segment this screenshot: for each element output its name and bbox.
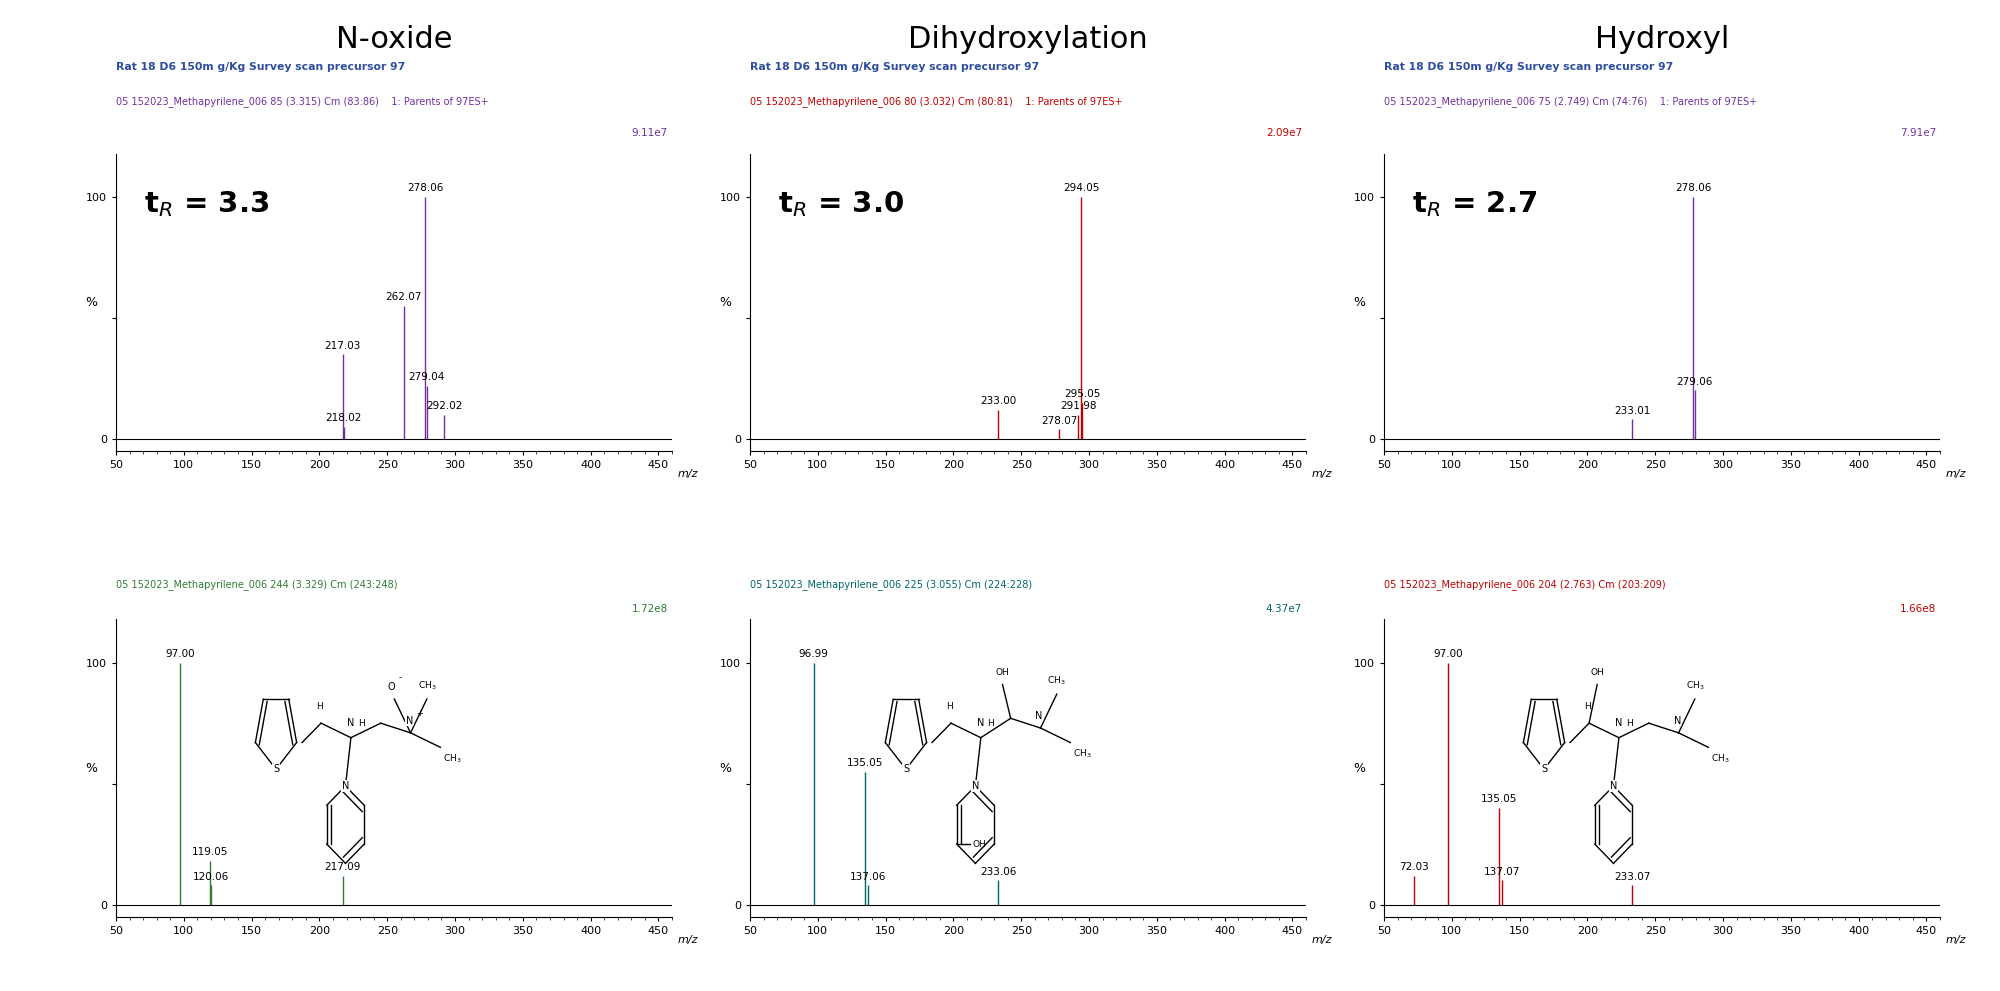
Text: OH: OH: [996, 668, 1010, 677]
Text: t$_R$ = 3.3: t$_R$ = 3.3: [144, 189, 268, 219]
Text: 1.72e8: 1.72e8: [632, 605, 668, 614]
Text: CH$_3$: CH$_3$: [1074, 747, 1092, 760]
Text: -: -: [398, 673, 402, 682]
Text: 217.03: 217.03: [324, 341, 360, 351]
Text: S: S: [1540, 764, 1548, 774]
Text: Rat 18 D6 150m g/Kg Survey scan precursor 97: Rat 18 D6 150m g/Kg Survey scan precurso…: [1384, 62, 1674, 72]
Text: 05 152023_Methapyrilene_006 80 (3.032) Cm (80:81)    1: Parents of 97ES+: 05 152023_Methapyrilene_006 80 (3.032) C…: [750, 96, 1122, 107]
Text: 278.07: 278.07: [1042, 415, 1078, 425]
Text: CH$_3$: CH$_3$: [1712, 752, 1730, 765]
Text: 135.05: 135.05: [848, 758, 884, 768]
Text: +: +: [416, 710, 422, 718]
Text: 279.06: 279.06: [1676, 377, 1712, 386]
Text: 233.00: 233.00: [980, 396, 1016, 406]
Text: 05 152023_Methapyrilene_006 85 (3.315) Cm (83:86)    1: Parents of 97ES+: 05 152023_Methapyrilene_006 85 (3.315) C…: [116, 96, 488, 107]
Text: N: N: [342, 781, 350, 791]
Text: N: N: [406, 716, 412, 725]
Text: m/z: m/z: [1312, 935, 1332, 944]
Text: N-oxide: N-oxide: [336, 25, 452, 54]
Text: m/z: m/z: [1312, 469, 1332, 479]
Text: 119.05: 119.05: [192, 847, 228, 857]
Y-axis label: %: %: [718, 761, 730, 775]
Text: 291.98: 291.98: [1060, 401, 1096, 411]
Text: t$_R$ = 2.7: t$_R$ = 2.7: [1412, 189, 1536, 219]
Y-axis label: %: %: [84, 761, 96, 775]
Text: 97.00: 97.00: [164, 649, 194, 659]
Text: 1.66e8: 1.66e8: [1900, 605, 1936, 614]
Text: O: O: [388, 682, 396, 692]
Text: 233.06: 233.06: [980, 867, 1016, 877]
Text: H: H: [946, 702, 954, 712]
Text: CH$_3$: CH$_3$: [418, 679, 436, 692]
Text: S: S: [902, 764, 910, 774]
Y-axis label: %: %: [1352, 761, 1364, 775]
Text: CH$_3$: CH$_3$: [1686, 679, 1704, 692]
Text: 2.09e7: 2.09e7: [1266, 128, 1302, 138]
Text: H: H: [358, 719, 364, 728]
Text: 05 152023_Methapyrilene_006 244 (3.329) Cm (243:248): 05 152023_Methapyrilene_006 244 (3.329) …: [116, 579, 398, 590]
Text: N: N: [348, 718, 354, 728]
Text: Dihydroxylation: Dihydroxylation: [908, 25, 1148, 54]
Text: 05 152023_Methapyrilene_006 225 (3.055) Cm (224:228): 05 152023_Methapyrilene_006 225 (3.055) …: [750, 579, 1032, 590]
Text: 9.11e7: 9.11e7: [632, 128, 668, 138]
Text: N: N: [1610, 781, 1618, 791]
Text: Rat 18 D6 150m g/Kg Survey scan precursor 97: Rat 18 D6 150m g/Kg Survey scan precurso…: [116, 62, 406, 72]
Text: 218.02: 218.02: [326, 413, 362, 423]
Text: 278.06: 278.06: [408, 183, 444, 193]
Text: N: N: [1616, 718, 1622, 728]
Text: 262.07: 262.07: [386, 292, 422, 302]
Text: 135.05: 135.05: [1482, 794, 1518, 805]
Text: Hydroxyl: Hydroxyl: [1594, 25, 1730, 54]
Text: OH: OH: [972, 839, 986, 848]
Text: N: N: [1036, 711, 1042, 720]
Text: OH: OH: [1590, 668, 1604, 677]
Text: 217.09: 217.09: [324, 862, 360, 872]
Text: N: N: [1674, 716, 1680, 725]
Text: m/z: m/z: [678, 935, 698, 944]
Text: 292.02: 292.02: [426, 401, 462, 411]
Text: 72.03: 72.03: [1398, 862, 1428, 872]
Text: 97.00: 97.00: [1432, 649, 1462, 659]
Text: N: N: [972, 781, 980, 791]
Text: 137.07: 137.07: [1484, 867, 1520, 877]
Text: 4.37e7: 4.37e7: [1266, 605, 1302, 614]
Text: 278.06: 278.06: [1676, 183, 1712, 193]
Text: CH$_3$: CH$_3$: [444, 752, 462, 765]
Text: 120.06: 120.06: [192, 872, 230, 882]
Text: m/z: m/z: [1946, 935, 1966, 944]
Text: m/z: m/z: [1946, 469, 1966, 479]
Text: Rat 18 D6 150m g/Kg Survey scan precursor 97: Rat 18 D6 150m g/Kg Survey scan precurso…: [750, 62, 1040, 72]
Text: 279.04: 279.04: [408, 372, 444, 382]
Y-axis label: %: %: [84, 295, 96, 309]
Text: 294.05: 294.05: [1062, 183, 1100, 193]
Text: 137.06: 137.06: [850, 872, 886, 882]
Text: 05 152023_Methapyrilene_006 75 (2.749) Cm (74:76)    1: Parents of 97ES+: 05 152023_Methapyrilene_006 75 (2.749) C…: [1384, 96, 1758, 107]
Text: CH$_3$: CH$_3$: [1048, 675, 1066, 687]
Text: 233.07: 233.07: [1614, 872, 1650, 882]
Text: H: H: [1584, 702, 1592, 712]
Text: 96.99: 96.99: [798, 649, 828, 659]
Text: H: H: [1626, 719, 1632, 728]
Text: S: S: [272, 764, 280, 774]
Text: 233.01: 233.01: [1614, 406, 1650, 416]
Text: 295.05: 295.05: [1064, 388, 1100, 399]
Text: 7.91e7: 7.91e7: [1900, 128, 1936, 138]
Text: m/z: m/z: [678, 469, 698, 479]
Text: H: H: [988, 719, 994, 728]
Text: H: H: [316, 702, 324, 712]
Y-axis label: %: %: [718, 295, 730, 309]
Text: t$_R$ = 3.0: t$_R$ = 3.0: [778, 189, 904, 219]
Text: N: N: [978, 718, 984, 728]
Y-axis label: %: %: [1352, 295, 1364, 309]
Text: 05 152023_Methapyrilene_006 204 (2.763) Cm (203:209): 05 152023_Methapyrilene_006 204 (2.763) …: [1384, 579, 1666, 590]
